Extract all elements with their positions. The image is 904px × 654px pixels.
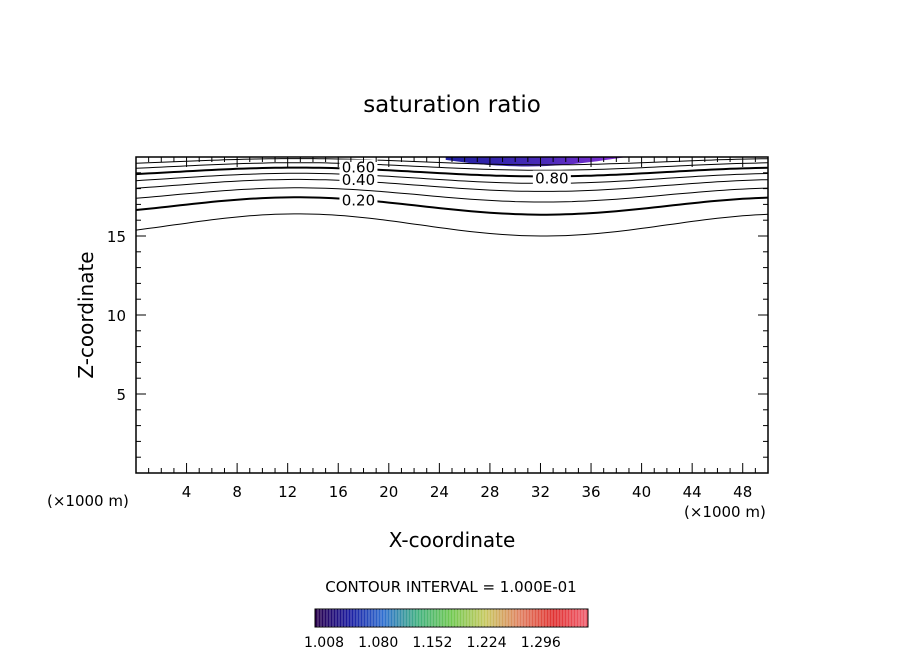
colorbar-stripes [317, 609, 586, 627]
contour-line [136, 178, 768, 192]
x-tick-label: 24 [430, 483, 449, 501]
colorbar-tick-label: 1.152 [412, 635, 452, 651]
contour-line [136, 196, 768, 216]
contour-line [136, 158, 768, 166]
contour-interval-text: CONTOUR INTERVAL = 1.000E-01 [325, 578, 576, 596]
x-unit-right: (×1000 m) [684, 503, 766, 521]
contour-label: 0.60 [342, 158, 375, 176]
contour-line [136, 166, 768, 178]
x-axis-label: X-coordinate [389, 528, 516, 552]
colorbar-tick-label: 1.008 [304, 635, 344, 651]
chart-title: saturation ratio [363, 92, 541, 118]
x-unit-left: (×1000 m) [47, 492, 129, 510]
y-axis-ticks: 5 10 15 [107, 172, 768, 458]
x-axis-ticks: 4 8 12 16 20 24 28 32 36 40 44 48 [148, 157, 756, 501]
colorbar-tick-labels: 1.008 1.080 1.152 1.224 1.296 [304, 635, 561, 651]
colorbar-tick-label: 1.224 [467, 635, 507, 651]
contour-label-bg [339, 192, 378, 207]
y-tick-label: 10 [107, 307, 126, 325]
contour-line [136, 162, 768, 171]
y-axis-label: Z-coordinate [74, 251, 98, 378]
contour-label-bg [339, 159, 378, 174]
colorbar: 1.008 1.080 1.152 1.224 1.296 [304, 608, 589, 651]
x-tick-label: 28 [480, 483, 499, 501]
colorbar-fill [314, 608, 589, 628]
contour-labels: 0.20 0.400.60 0.80 [339, 158, 571, 210]
x-tick-label: 20 [379, 483, 398, 501]
x-tick-label: 44 [683, 483, 702, 501]
x-tick-label: 16 [329, 483, 348, 501]
x-tick-label: 48 [733, 483, 752, 501]
contour-label: 0.80 [535, 170, 568, 188]
x-tick-label: 8 [232, 483, 242, 501]
contour-line [136, 172, 768, 184]
contour-line [136, 213, 768, 237]
colorbar-tick-label: 1.296 [521, 635, 561, 651]
x-tick-label: 4 [182, 483, 192, 501]
x-tick-label: 36 [581, 483, 600, 501]
contour-label: 0.40 [342, 171, 375, 189]
x-tick-label: 32 [531, 483, 550, 501]
contour-label-bg [339, 172, 378, 187]
y-tick-label: 15 [107, 228, 126, 246]
plot-area [136, 157, 768, 237]
y-tick-label: 5 [116, 386, 126, 404]
colorbar-tick-label: 1.080 [358, 635, 398, 651]
x-tick-label: 40 [632, 483, 651, 501]
x-tick-label: 12 [278, 483, 297, 501]
contour-label-bg [532, 170, 571, 185]
contour-lines [136, 158, 768, 237]
contour-label: 0.20 [342, 192, 375, 210]
contour-line [136, 187, 768, 203]
